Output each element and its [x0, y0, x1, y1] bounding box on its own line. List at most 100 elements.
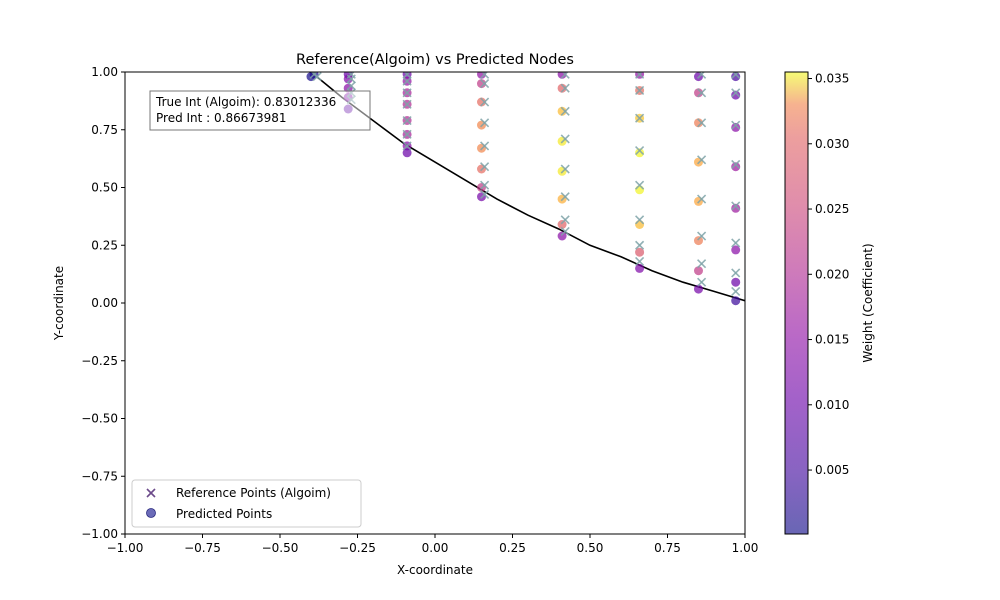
reference-point [635, 256, 645, 266]
x-tick-label: −0.75 [184, 541, 221, 555]
predicted-point [731, 72, 741, 82]
reference-point [731, 286, 741, 297]
reference-point [560, 226, 570, 236]
colorbar-tick-label: 0.020 [815, 267, 849, 281]
y-axis-title: Y-coordinate [52, 266, 66, 341]
y-tick-label: 0.75 [91, 123, 118, 137]
x-axis: −1.00 −0.75 −0.50 −0.25 0.00 0.25 0.50 0.75 1.00 [107, 534, 759, 555]
reference-point [402, 141, 412, 151]
predicted-point [557, 106, 567, 116]
reference-point [402, 88, 412, 98]
colorbar-tick-label: 0.035 [815, 72, 849, 86]
predicted-point [731, 203, 741, 213]
predicted-point [557, 231, 567, 241]
x-tick-label: −1.00 [107, 541, 144, 555]
y-tick-label: −0.25 [81, 354, 118, 368]
y-tick-label: 1.00 [91, 65, 118, 79]
reference-point [480, 118, 490, 128]
predicted-point [635, 263, 645, 273]
colorbar-tick-label: 0.010 [815, 398, 849, 412]
colorbar-tick-label: 0.005 [815, 463, 849, 477]
reference-point [731, 120, 741, 130]
predicted-point [731, 162, 741, 172]
reference-point [697, 194, 707, 204]
reference-point [731, 88, 741, 98]
colorbar-gradient [784, 71, 809, 535]
plot-area [306, 72, 745, 306]
reference-point [480, 72, 490, 79]
reference-point [731, 238, 741, 248]
reference-point [346, 74, 356, 84]
predicted-point [402, 148, 412, 158]
y-axis: −1.00 −0.75 −0.50 −0.25 0.00 0.25 0.50 0.75 1.00 [81, 65, 125, 541]
x-tick-label: 0.50 [577, 541, 604, 555]
reference-point [402, 115, 412, 126]
legend-marker-x [146, 488, 156, 498]
predicted-point [694, 118, 703, 128]
x-tick-label: −0.50 [262, 541, 299, 555]
x-tick-label: 0.00 [422, 541, 449, 555]
reference-point [480, 180, 490, 190]
reference-point [635, 72, 645, 79]
reference-point [697, 118, 707, 128]
reference-point [402, 72, 412, 79]
reference-point [480, 141, 490, 151]
annotation-pred-int: Pred Int : 0.86673981 [156, 111, 287, 125]
reference-point [697, 259, 707, 269]
reference-point [560, 106, 570, 116]
colorbar-tick-label: 0.030 [815, 137, 849, 151]
y-tick-label: 0.00 [91, 296, 118, 310]
colorbar-ticks: 0.005 0.010 0.015 0.020 0.025 0.030 0.035 [808, 72, 849, 477]
x-tick-label: −0.25 [339, 541, 376, 555]
predicted-point [477, 97, 486, 107]
predicted-point [731, 122, 741, 132]
boundary-curve [310, 72, 745, 302]
y-tick-label: −1.00 [81, 527, 118, 541]
y-tick-label: −0.50 [81, 412, 118, 426]
predicted-point [694, 266, 703, 276]
colorbar: 0.005 0.010 0.015 0.020 0.025 0.030 0.035 Weig… [784, 71, 875, 535]
predicted-point [557, 220, 567, 229]
predicted-point [694, 236, 703, 246]
reference-point [731, 159, 741, 169]
reference-point [635, 85, 645, 96]
chart-title: Reference(Algoim) vs Predicted Nodes [296, 52, 574, 68]
reference-point [731, 72, 741, 79]
reference-point [480, 78, 490, 89]
colorbar-tick-label: 0.025 [815, 202, 849, 216]
colorbar-tick-label: 0.015 [815, 333, 849, 347]
predicted-point [731, 296, 741, 306]
predicted-point [477, 79, 486, 89]
colorbar-label: Weight (Coefficient) [861, 243, 875, 362]
y-tick-label: 0.25 [91, 238, 118, 252]
reference-point [402, 129, 412, 139]
legend: Reference Points (Algoim) Predicted Poin… [131, 479, 362, 528]
x-tick-label: 1.00 [732, 541, 759, 555]
y-tick-label: 0.50 [91, 181, 118, 195]
plot-frame [124, 71, 746, 535]
x-axis-title: X-coordinate [397, 563, 473, 577]
reference-point [312, 72, 322, 82]
x-tick-label: 0.75 [654, 541, 681, 555]
legend-marker-circle [146, 508, 156, 518]
predicted-point [731, 245, 741, 255]
predicted-point [343, 74, 353, 84]
legend-label-predicted: Predicted Points [176, 507, 272, 521]
reference-point [346, 81, 356, 91]
predicted-point [635, 185, 645, 195]
annotation-box: True Int (Algoim): 0.83012336 Pred Int :… [149, 90, 371, 131]
reference-point [480, 189, 490, 199]
x-tick-label: 0.25 [499, 541, 526, 555]
reference-point [635, 215, 645, 225]
predicted-point [635, 247, 645, 257]
reference-point [697, 231, 707, 241]
reference-point [480, 162, 490, 172]
reference-point [402, 99, 412, 109]
legend-frame [131, 479, 362, 528]
reference-point [697, 155, 707, 165]
reference-point [635, 113, 645, 123]
reference-point [697, 88, 707, 98]
predicted-point [694, 88, 703, 98]
reference-point [480, 97, 490, 107]
